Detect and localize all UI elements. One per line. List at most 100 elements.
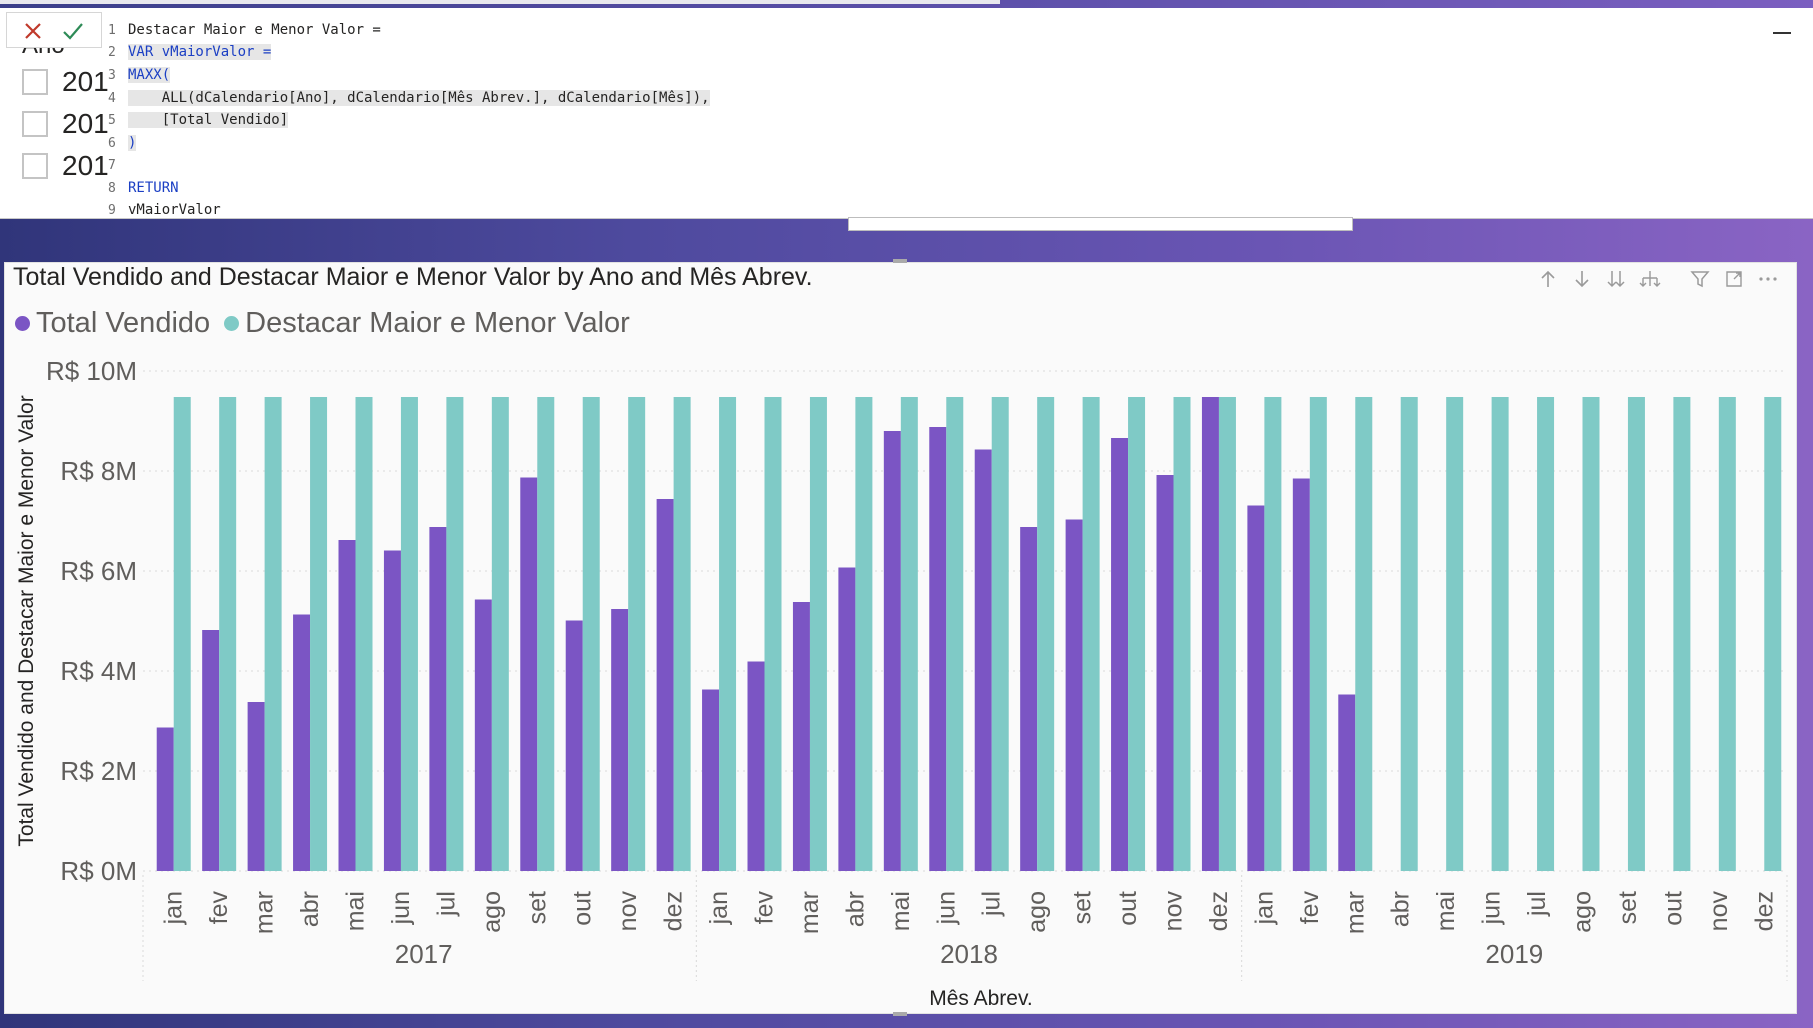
- slicer-item-label: 2019: [62, 150, 108, 181]
- bar-destacar: [264, 397, 282, 871]
- chart-title: Total Vendido and Destacar Maior e Menor…: [13, 263, 813, 291]
- dax-editor[interactable]: 1 Destacar Maior e Menor Valor = 2 VAR vMa…: [108, 12, 1788, 218]
- bar-destacar: [310, 397, 328, 871]
- x-tick-label-month: jan: [1250, 891, 1278, 925]
- y-tick-label: R$ 10M: [46, 356, 137, 386]
- code-text: MAXX(: [128, 67, 171, 83]
- drill-up-button[interactable]: [1534, 265, 1562, 293]
- x-tick-label-month: ago: [478, 891, 506, 933]
- filter-icon: [1690, 271, 1710, 288]
- canvas-top-band: [0, 0, 1813, 10]
- arrow-down-icon: [1575, 271, 1589, 288]
- code-text: VAR vMaiorValor =: [128, 44, 272, 60]
- bar-total-vendido: [1156, 475, 1174, 871]
- bar-total-vendido: [611, 609, 629, 871]
- close-icon: [25, 23, 41, 39]
- bar-destacar: [219, 397, 237, 871]
- next-level-button[interactable]: [1602, 265, 1630, 293]
- resize-handle[interactable]: [893, 1012, 907, 1016]
- code-line: 3 MAXX(: [108, 67, 171, 87]
- more-options-button[interactable]: [1754, 265, 1782, 293]
- line-number: 2: [108, 45, 116, 60]
- bar-destacar: [764, 397, 782, 871]
- legend-marker-destacar: [224, 316, 240, 331]
- slicer-item-label: 2017: [62, 66, 108, 97]
- bar-destacar: [1037, 397, 1055, 871]
- formula-bar-buttons: [6, 12, 102, 48]
- filter-button[interactable]: [1686, 265, 1714, 293]
- x-tick-label-month: out: [569, 891, 597, 926]
- expand-hierarchy-button[interactable]: [1636, 265, 1664, 293]
- x-tick-label-month: mar: [1341, 891, 1369, 934]
- slicer-item-label: 2018: [62, 108, 108, 139]
- checkbox[interactable]: [22, 111, 48, 137]
- bar-destacar: [809, 397, 827, 871]
- x-tick-label-month: abr: [296, 891, 324, 927]
- line-number: 6: [108, 136, 116, 151]
- chart-visual[interactable]: R$ 0M R$ 2M R$ 4M R$ 6M R$ 8M R$ 10M Total Ven…: [4, 262, 1797, 1014]
- bar-total-vendido: [293, 614, 311, 871]
- bar-destacar: [1582, 397, 1600, 871]
- check-icon: [63, 23, 83, 40]
- bar-total-vendido: [1020, 527, 1038, 871]
- bar-destacar: [582, 397, 600, 871]
- x-tick-label-month: dez: [1205, 891, 1233, 931]
- bar-destacar: [446, 397, 464, 871]
- x-tick-label-month: ago: [1023, 891, 1051, 933]
- x-tick-label-month: set: [1069, 891, 1097, 924]
- bar-total-vendido: [974, 449, 992, 871]
- bar-destacar: [673, 397, 691, 871]
- bar-total-vendido: [1201, 397, 1219, 871]
- cancel-button[interactable]: [19, 17, 47, 45]
- visual-header-toolbar: [1534, 265, 1782, 293]
- x-tick-label-month: jan: [705, 891, 733, 925]
- bar-total-vendido: [156, 727, 174, 871]
- bar-destacar: [1309, 397, 1327, 871]
- drill-down-button[interactable]: [1568, 265, 1596, 293]
- bar-destacar: [173, 397, 191, 871]
- bar-destacar: [1173, 397, 1191, 871]
- checkbox[interactable]: [22, 153, 48, 179]
- horizontal-scrollbar[interactable]: [848, 217, 1353, 231]
- bar-destacar: [855, 397, 873, 871]
- line-number: 9: [108, 203, 116, 218]
- code-line: 8 RETURN: [108, 180, 179, 200]
- resize-handle[interactable]: [893, 259, 907, 263]
- bar-destacar: [1218, 397, 1236, 871]
- expand-hierarchy-icon: [1639, 271, 1661, 287]
- bar-destacar: [1627, 397, 1645, 871]
- bar-destacar: [1128, 397, 1146, 871]
- x-tick-label-month: dez: [1750, 891, 1778, 931]
- x-tick-label-month: fev: [205, 891, 233, 925]
- y-tick-label: R$ 8M: [60, 456, 137, 486]
- focus-mode-button[interactable]: [1720, 265, 1748, 293]
- bar-total-vendido: [202, 630, 220, 871]
- code-line: 6): [108, 135, 137, 155]
- commit-button[interactable]: [59, 17, 87, 45]
- y-tick-label: R$ 0M: [60, 856, 137, 886]
- code-text: Destacar Maior e Menor Valor =: [128, 22, 381, 38]
- x-tick-label-month: jun: [387, 891, 415, 925]
- x-tick-label-month: jun: [932, 891, 960, 925]
- bar-destacar: [1264, 397, 1282, 871]
- x-tick-label-year: 2018: [940, 939, 998, 969]
- bar-destacar: [1400, 397, 1418, 871]
- legend-item-destacar[interactable]: Destacar Maior e Menor Valor: [245, 307, 630, 339]
- bar-total-vendido: [1338, 694, 1356, 871]
- bar-destacar: [719, 397, 737, 871]
- x-tick-label-month: ago: [1569, 891, 1597, 933]
- code-line: 1 Destacar Maior e Menor Valor =: [108, 22, 381, 42]
- x-tick-label-month: set: [1614, 891, 1642, 924]
- bar-total-vendido: [883, 431, 901, 871]
- bar-total-vendido: [1111, 438, 1129, 871]
- y-tick-label: R$ 2M: [60, 756, 137, 786]
- checkbox[interactable]: [22, 69, 48, 95]
- collapse-formula-bar-button[interactable]: [1773, 32, 1791, 34]
- legend-item-total-vendido[interactable]: Total Vendido: [36, 307, 211, 339]
- bar-total-vendido: [247, 702, 265, 871]
- bar-destacar: [1355, 397, 1373, 871]
- code-text: ): [128, 135, 137, 151]
- x-tick-label-month: mar: [251, 891, 279, 934]
- bar-destacar: [400, 397, 418, 871]
- bar-destacar: [900, 397, 918, 871]
